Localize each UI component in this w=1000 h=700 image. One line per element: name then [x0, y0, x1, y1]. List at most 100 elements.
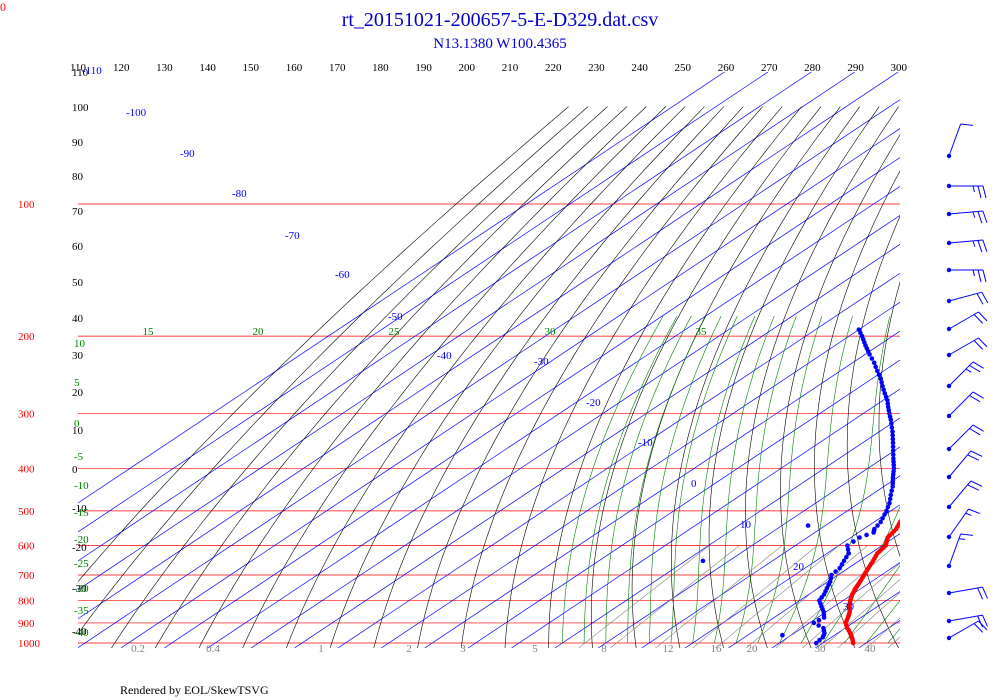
theta-label: 230: [588, 62, 605, 74]
temperature-point: [939, 411, 944, 416]
isotherm-line: [207, 186, 900, 648]
temperature-point: [931, 436, 936, 441]
dewpoint-point: [841, 558, 847, 564]
temperature-point: [966, 354, 971, 359]
dewpoint-point: [887, 496, 893, 502]
mixing-ratio-label: 16: [711, 643, 723, 655]
isotherm-label: -70: [285, 230, 300, 242]
wind-barb-staff: [948, 450, 972, 478]
pressure-label: 800: [18, 595, 35, 607]
dry-adiabat-line: [111, 106, 608, 648]
dewpoint-point: [816, 617, 822, 623]
mixing-ratio-line: [837, 592, 900, 648]
wind-barb: [946, 239, 988, 253]
mixing-ratio-label: 12: [663, 643, 674, 655]
dewpoint-point: [700, 558, 706, 564]
height-label: 100: [72, 102, 89, 114]
temperature-point: [911, 491, 916, 496]
dewpoint-point: [878, 376, 884, 381]
dewpoint-point: [882, 512, 887, 517]
temperature-point: [971, 345, 976, 350]
dewpoint-point: [891, 462, 897, 468]
wind-barb-flag: [972, 185, 975, 193]
mixing-ratio-label: 8: [601, 643, 607, 655]
dewpoint-point: [887, 500, 892, 506]
wind-barb-staff: [948, 123, 962, 157]
wind-barb-flag: [982, 239, 988, 252]
isotherm-line: [641, 475, 900, 648]
moist-label: 10: [74, 338, 86, 350]
temperature-point: [964, 358, 969, 363]
wind-barb-flag: [981, 291, 989, 304]
wind-barb: [946, 291, 989, 305]
temperature-point: [927, 447, 932, 452]
temperature-point: [965, 356, 970, 361]
temperature-point: [901, 515, 906, 520]
temperature-point: [952, 384, 957, 389]
wind-barb-staff: [948, 508, 969, 538]
temperature-point: [961, 364, 966, 369]
isotherm-label: 20: [793, 561, 805, 573]
temperature-point: [988, 317, 993, 322]
dewpoint-point: [880, 515, 885, 521]
dewpoint-point: [864, 532, 869, 538]
theta-label: 110: [70, 62, 87, 74]
temperature-point: [963, 360, 968, 365]
isotherm-label: 0: [691, 478, 697, 490]
dewpoint-point: [890, 444, 896, 450]
wind-barb-staff: [948, 533, 962, 567]
wind-barb-staff: [948, 239, 983, 244]
isotherm-label: -100: [126, 107, 147, 119]
temperature-point: [968, 350, 973, 355]
temperature-point: [906, 509, 911, 514]
pressure-label: 900: [18, 618, 35, 630]
wind-barb-flag: [977, 587, 984, 600]
wind-barb-flag: [965, 368, 972, 373]
temperature-point: [922, 459, 927, 464]
dry-adiabat-line: [198, 106, 647, 648]
temperature-point: [910, 493, 915, 498]
wind-barb: [946, 450, 983, 480]
isotherm-line: [858, 620, 900, 648]
wind-barb-flag: [972, 391, 984, 399]
isotherm-line: [78, 99, 900, 648]
temperature-point: [903, 513, 908, 518]
height-label: 110: [72, 67, 89, 79]
mixing-ratio-label: 2: [406, 643, 412, 655]
dry-adiabat-line: [417, 106, 744, 648]
isotherm-line: [728, 533, 900, 648]
dewpoint-point: [845, 543, 850, 548]
dewpoint-point: [889, 425, 895, 430]
wind-barb: [946, 123, 973, 159]
moist-adiabat-lines: [562, 315, 900, 644]
dewpoint-point: [890, 436, 896, 442]
dewpoint-point: [890, 440, 896, 446]
temperature-point: [904, 511, 909, 516]
dewpoint-point: [829, 572, 834, 578]
dewpoint-point: [891, 456, 896, 461]
temperature-point: [946, 398, 951, 403]
dewpoint-point: [845, 547, 851, 552]
temperature-point: [953, 382, 958, 387]
temperature-point: [930, 441, 935, 446]
dewpoint-point: [837, 565, 843, 571]
mixing-ratio-line: [654, 545, 783, 648]
theta-labels: 110 120 130 140 150 160 170 180 190 200 210 220 230 2…: [70, 62, 908, 74]
theta-label: 160: [286, 62, 303, 74]
pressure-label: 1000: [18, 638, 41, 650]
moist-label: -10: [74, 480, 89, 492]
theta-label: 150: [243, 62, 260, 74]
isotherm-line: [684, 504, 900, 648]
moist-adiabat-line: [648, 315, 722, 644]
wind-barb: [946, 533, 973, 569]
moist-adiabat-line: [865, 600, 900, 644]
moist-label: 5: [74, 377, 80, 389]
wind-barb-flag: [977, 211, 983, 224]
dry-adiabat-line: [910, 107, 996, 653]
isotherm-label: 10: [740, 519, 752, 531]
dewpoint-point: [881, 387, 886, 393]
height-label: -10: [72, 503, 87, 515]
wind-barb-staff: [948, 586, 983, 594]
